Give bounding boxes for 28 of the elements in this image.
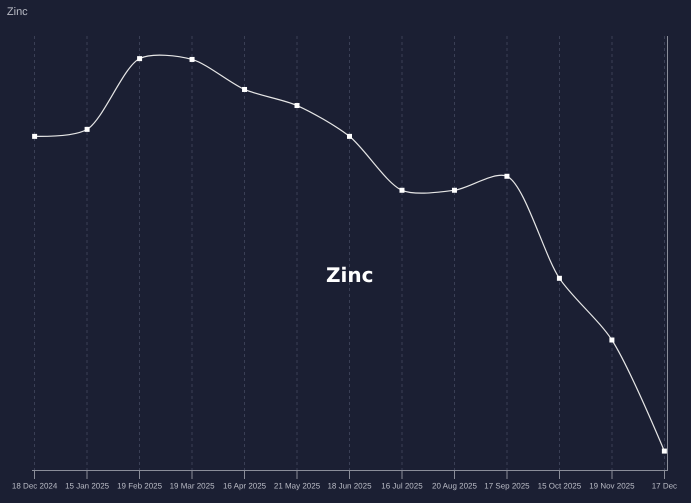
point xyxy=(137,56,142,62)
point xyxy=(609,338,614,343)
x-tick-label: 17 Dec xyxy=(652,482,678,491)
x-tick-label: 16 Apr 2025 xyxy=(222,482,267,491)
point xyxy=(662,448,667,454)
point xyxy=(84,126,90,132)
x-tick-label: 18 Dec 2024 xyxy=(12,482,58,491)
x-tick-label: 19 Mar 2025 xyxy=(170,482,216,491)
point xyxy=(399,188,404,193)
chart-title: Zinc xyxy=(6,6,28,18)
x-tick-label: 20 Aug 2025 xyxy=(432,482,478,491)
point xyxy=(452,188,457,193)
point xyxy=(32,134,38,139)
x-tick-label: 19 Nov 2025 xyxy=(589,482,636,491)
point xyxy=(556,276,562,281)
point xyxy=(190,56,195,62)
x-tick-label: 17 Sep 2025 xyxy=(484,482,530,491)
point xyxy=(504,174,510,179)
x-tick-label: 16 Jul 2025 xyxy=(381,482,424,491)
point xyxy=(242,86,248,92)
point xyxy=(294,103,300,108)
annotation: Zinc xyxy=(326,263,374,287)
x-tick-label: 15 Jan 2025 xyxy=(65,482,110,491)
point xyxy=(347,134,352,139)
x-tick-label: 19 Feb 2025 xyxy=(117,482,163,491)
x-tick-label: 18 Jun 2025 xyxy=(327,482,372,491)
x-tick-label: 21 May 2025 xyxy=(274,482,321,491)
x-tick-label: 15 Oct 2025 xyxy=(538,482,582,491)
